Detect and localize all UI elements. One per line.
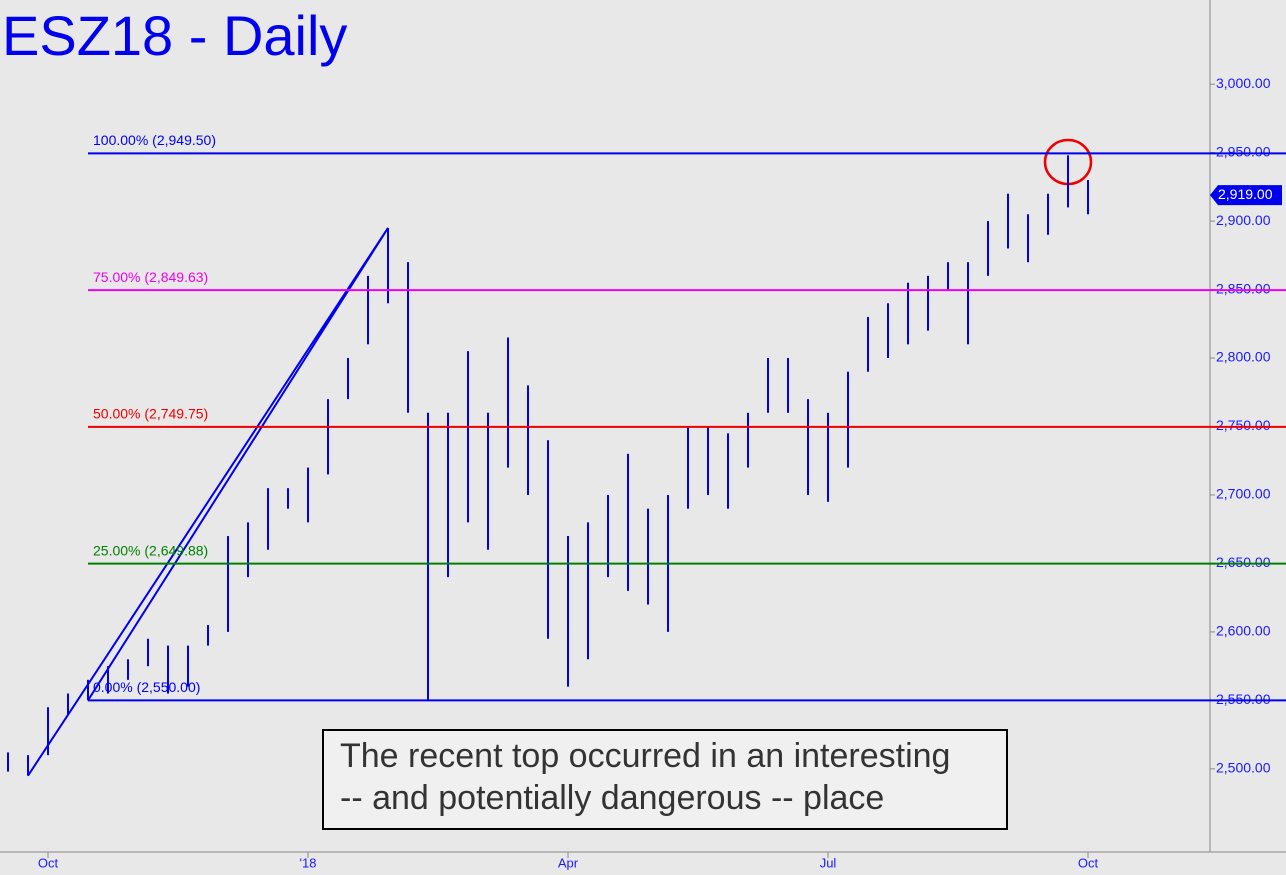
y-tick-label: 2,700.00 [1216,486,1271,502]
last-price-marker [1210,185,1282,206]
x-tick-label: Apr [558,855,579,870]
last-price-label: 2,919.00 [1218,186,1273,202]
x-tick-label: Oct [1078,855,1099,870]
annotation-line: The recent top occurred in an interestin… [340,737,950,775]
y-tick-label: 2,950.00 [1216,143,1271,159]
fib-label: 75.00% (2,849.63) [93,269,208,285]
fib-label: 50.00% (2,749.75) [93,406,208,422]
y-tick-label: 2,650.00 [1216,554,1271,570]
y-tick-label: 2,600.00 [1216,623,1271,639]
chart-title: ESZ18 - Daily [2,4,347,67]
y-tick-label: 2,800.00 [1216,349,1271,365]
x-tick-label: Jul [820,855,837,870]
y-tick-label: 2,900.00 [1216,212,1271,228]
y-tick-label: 2,500.00 [1216,760,1271,776]
y-tick-label: 3,000.00 [1216,75,1271,91]
fib-label: 25.00% (2,649.88) [93,542,208,558]
fib-label: 100.00% (2,949.50) [93,132,216,148]
y-tick-label: 2,550.00 [1216,691,1271,707]
x-tick-label: '18 [300,855,317,870]
y-tick-label: 2,850.00 [1216,280,1271,296]
annotation-box [322,729,1008,830]
fib-label: 0.00% (2,550.00) [93,679,200,695]
x-tick-label: Oct [38,855,59,870]
swing-line [27,227,389,777]
annotation-line: -- and potentially dangerous -- place [340,779,884,817]
y-tick-label: 2,750.00 [1216,417,1271,433]
